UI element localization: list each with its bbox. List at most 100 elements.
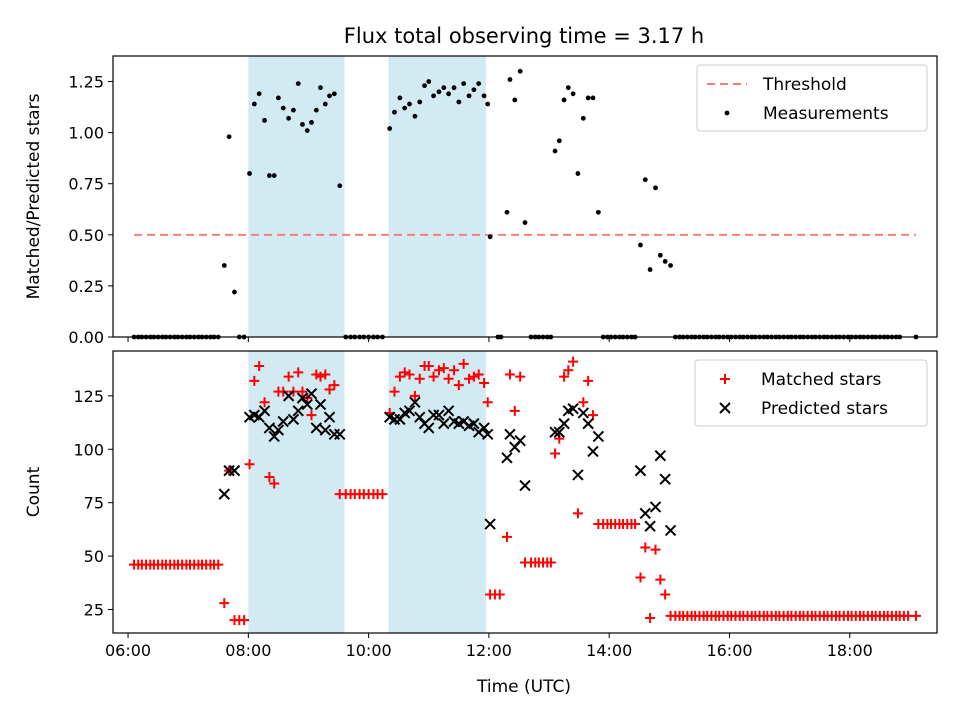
data-point: [481, 93, 487, 99]
data-point: [504, 428, 516, 441]
data-point: [271, 173, 277, 178]
data-point: [468, 371, 479, 382]
data-point: [550, 448, 561, 459]
data-point: [264, 472, 275, 483]
data-point: [300, 122, 305, 127]
data-point: [640, 542, 651, 553]
data-point: [282, 390, 295, 402]
data-point: [327, 93, 332, 99]
data-point: [570, 91, 576, 97]
data-point: [268, 430, 280, 443]
data-point: [504, 369, 515, 380]
data-point: [272, 424, 285, 436]
x-tick-label: 14:00: [586, 641, 632, 660]
data-point: [219, 598, 230, 609]
data-point: [590, 95, 596, 101]
data-point: [468, 417, 480, 430]
data-point: [226, 134, 232, 140]
data-point: [409, 390, 420, 401]
y-axis-label: Matched/Predicted stars: [24, 93, 44, 299]
data-point: [575, 171, 581, 176]
y-tick-label: 0.25: [68, 277, 104, 296]
data-point: [587, 410, 598, 421]
y-tick-label: 25: [84, 601, 104, 620]
data-point: [263, 422, 276, 434]
data-point: [453, 380, 464, 391]
data-point: [256, 91, 262, 97]
data-point: [296, 392, 309, 404]
y-tick-label: 1.25: [68, 73, 104, 92]
data-point: [262, 117, 267, 123]
data-point: [287, 413, 300, 426]
data-point: [402, 105, 408, 111]
shaded-interval: [248, 56, 345, 337]
data-point: [558, 417, 570, 430]
data-point: [644, 520, 656, 532]
data-point: [501, 531, 512, 542]
data-point: [655, 574, 666, 585]
data-point: [407, 101, 412, 107]
data-point: [297, 386, 308, 397]
data-point: [319, 424, 332, 436]
data-point: [482, 397, 493, 408]
chart-title: Flux total observing time = 3.17 h: [344, 24, 704, 48]
data-point: [414, 373, 425, 384]
data-point: [433, 409, 445, 421]
data-point: [650, 544, 661, 555]
shaded-interval: [388, 351, 486, 633]
legend-swatch: [719, 402, 731, 414]
data-point: [519, 479, 531, 492]
data-point: [649, 501, 662, 513]
data-point: [654, 449, 667, 462]
legend-label: Measurements: [763, 104, 889, 124]
data-point: [276, 95, 281, 101]
data-point: [306, 410, 317, 421]
data-point: [446, 91, 452, 97]
data-point: [478, 422, 490, 434]
data-point: [428, 371, 439, 382]
data-point: [315, 371, 326, 382]
legend-swatch: [720, 374, 730, 384]
data-point: [494, 589, 505, 600]
data-point: [668, 263, 673, 268]
x-tick-label: 06:00: [105, 641, 151, 660]
legend-label: Matched stars: [761, 370, 881, 390]
y-tick-label: 0.00: [68, 328, 104, 347]
x-tick-label: 18:00: [827, 641, 873, 660]
data-point: [642, 177, 648, 183]
data-point: [630, 519, 641, 530]
data-point: [433, 365, 444, 376]
data-point: [476, 81, 482, 86]
legend-label: Threshold: [762, 75, 847, 95]
data-point: [635, 572, 646, 583]
data-point: [403, 405, 416, 417]
legend: Matched stars Predicted stars: [694, 359, 928, 427]
y-tick-label: 1.00: [68, 124, 104, 143]
data-point: [292, 405, 304, 417]
data-point: [485, 101, 491, 107]
data-point: [320, 369, 331, 380]
y-tick-label: 0.50: [68, 226, 104, 245]
y-axis-label: Count: [24, 466, 44, 517]
data-point: [461, 81, 467, 86]
shaded-interval: [388, 56, 486, 337]
data-point: [313, 107, 319, 113]
data-point: [645, 613, 656, 624]
data-point: [514, 435, 526, 447]
data-point: [441, 85, 447, 91]
x-tick-label: 16:00: [706, 641, 752, 660]
data-point: [580, 115, 586, 121]
data-point: [314, 398, 327, 411]
data-point: [301, 398, 313, 411]
data-point: [482, 428, 494, 441]
data-point: [221, 263, 227, 268]
data-point: [456, 99, 462, 105]
data-point: [583, 375, 594, 386]
data-point: [422, 83, 427, 89]
data-point: [377, 489, 388, 500]
y-tick-label: 125: [73, 387, 104, 406]
data-point: [662, 258, 668, 264]
data-point: [436, 89, 442, 95]
data-point: [660, 589, 671, 600]
